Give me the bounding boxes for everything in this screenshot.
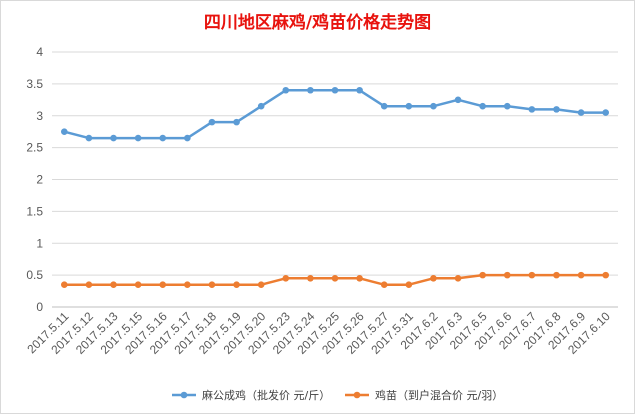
data-point bbox=[430, 275, 437, 282]
data-point bbox=[479, 271, 486, 279]
data-point bbox=[356, 275, 363, 282]
data-point bbox=[233, 281, 240, 288]
data-point bbox=[134, 134, 142, 142]
data-point bbox=[528, 106, 536, 113]
data-point bbox=[208, 281, 216, 288]
data-point bbox=[159, 281, 167, 288]
data-point bbox=[380, 281, 388, 288]
data-point bbox=[602, 109, 609, 116]
data-point bbox=[454, 275, 462, 282]
x-axis-ticks: 2017.5.112017.5.122017.5.132017.5.152017… bbox=[24, 309, 613, 357]
y-tick-label: 0.5 bbox=[26, 268, 43, 282]
data-point bbox=[233, 118, 240, 126]
data-point bbox=[454, 96, 462, 104]
y-tick-label: 3.5 bbox=[26, 77, 43, 91]
data-point bbox=[553, 271, 560, 279]
data-point bbox=[331, 86, 339, 94]
legend: 麻公成鸡（批发价 元/斤） 鸡苗（到户混合价 元/羽） bbox=[172, 388, 503, 402]
data-point bbox=[553, 106, 560, 113]
data-point bbox=[159, 134, 167, 142]
data-point bbox=[307, 86, 314, 94]
y-tick-label: 2.5 bbox=[26, 141, 43, 155]
data-point bbox=[479, 102, 486, 110]
y-tick-label: 1 bbox=[36, 236, 43, 250]
data-point bbox=[405, 281, 413, 288]
data-point bbox=[85, 134, 93, 142]
series-line-0 bbox=[63, 89, 606, 140]
data-point bbox=[528, 271, 536, 279]
data-point bbox=[503, 271, 511, 279]
data-point bbox=[503, 102, 511, 110]
data-point bbox=[257, 281, 265, 288]
series-lines bbox=[61, 86, 609, 288]
data-point bbox=[602, 271, 609, 279]
y-tick-label: 4 bbox=[36, 45, 43, 59]
legend-swatch-marker bbox=[353, 391, 361, 399]
data-point bbox=[110, 134, 117, 142]
legend-label: 麻公成鸡（批发价 元/斤） bbox=[202, 388, 330, 402]
data-point bbox=[134, 281, 142, 288]
y-axis-ticks: 0 0.5 1 1.5 2 2.5 3 3.5 4 bbox=[26, 45, 43, 314]
legend-swatch-marker bbox=[180, 391, 188, 399]
data-point bbox=[184, 134, 191, 142]
y-tick-label: 1.5 bbox=[26, 204, 43, 218]
data-point bbox=[208, 118, 216, 126]
y-tick-label: 3 bbox=[36, 109, 43, 123]
data-point bbox=[257, 102, 265, 110]
data-point bbox=[331, 275, 339, 282]
data-point bbox=[307, 275, 314, 282]
data-point bbox=[61, 281, 68, 288]
data-point bbox=[405, 102, 413, 110]
data-point bbox=[61, 128, 68, 135]
chart-title: 四川地区麻鸡/鸡苗价格走势图 bbox=[203, 13, 432, 33]
data-point bbox=[356, 86, 363, 94]
legend-label: 鸡苗（到户混合价 元/羽） bbox=[375, 388, 503, 402]
data-point bbox=[380, 102, 388, 110]
data-point bbox=[282, 275, 290, 282]
data-point bbox=[110, 281, 117, 288]
gridlines bbox=[52, 51, 618, 308]
data-point bbox=[577, 271, 585, 279]
data-point bbox=[577, 109, 585, 116]
data-point bbox=[85, 281, 93, 288]
y-tick-label: 0 bbox=[36, 300, 43, 314]
data-point bbox=[282, 86, 290, 94]
data-point bbox=[184, 281, 191, 288]
y-tick-label: 2 bbox=[36, 173, 43, 187]
data-point bbox=[430, 102, 437, 110]
